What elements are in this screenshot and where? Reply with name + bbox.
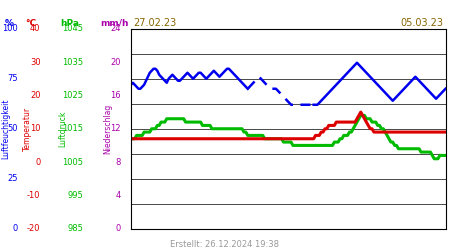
Text: 1025: 1025	[62, 91, 83, 100]
Text: Niederschlag: Niederschlag	[104, 104, 112, 154]
Text: 0: 0	[115, 224, 121, 233]
Text: 985: 985	[68, 224, 83, 233]
Text: 20: 20	[110, 58, 121, 66]
Text: 1045: 1045	[62, 24, 83, 33]
Text: hPa: hPa	[60, 18, 79, 28]
Text: 1005: 1005	[62, 158, 83, 166]
Text: -20: -20	[27, 224, 40, 233]
Text: 8: 8	[115, 158, 121, 166]
Text: 25: 25	[8, 174, 18, 183]
Text: 100: 100	[2, 24, 18, 33]
Text: Erstellt: 26.12.2024 19:38: Erstellt: 26.12.2024 19:38	[171, 240, 279, 249]
Text: %: %	[4, 18, 13, 28]
Text: 1035: 1035	[62, 58, 83, 66]
Text: Luftdruck: Luftdruck	[58, 110, 68, 147]
Text: 27.02.23: 27.02.23	[133, 18, 176, 28]
Text: 20: 20	[30, 91, 40, 100]
Text: -10: -10	[27, 191, 40, 200]
Text: 24: 24	[110, 24, 121, 33]
Text: °C: °C	[25, 18, 36, 28]
Text: 12: 12	[110, 124, 121, 133]
Text: 50: 50	[8, 124, 18, 133]
Text: 05.03.23: 05.03.23	[400, 18, 443, 28]
Text: 75: 75	[7, 74, 18, 83]
Text: 0: 0	[13, 224, 18, 233]
Text: 10: 10	[30, 124, 40, 133]
Text: 0: 0	[35, 158, 40, 166]
Text: 1015: 1015	[62, 124, 83, 133]
Text: Temperatur: Temperatur	[23, 107, 32, 151]
Text: 30: 30	[30, 58, 40, 66]
Text: Luftfeuchtigkeit: Luftfeuchtigkeit	[1, 98, 10, 159]
Text: mm/h: mm/h	[100, 18, 128, 28]
Text: 4: 4	[115, 191, 121, 200]
Text: 16: 16	[110, 91, 121, 100]
Text: 40: 40	[30, 24, 40, 33]
Text: 995: 995	[68, 191, 83, 200]
